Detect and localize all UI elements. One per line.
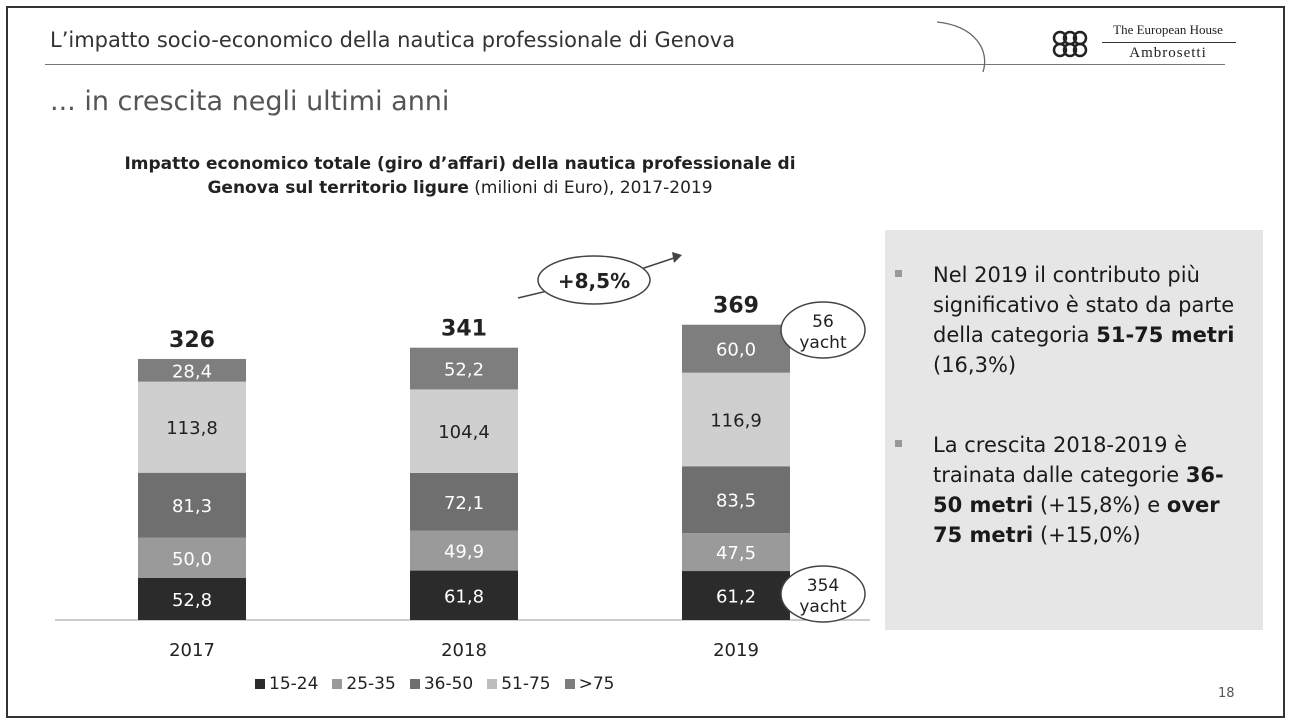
legend-label: 25-35 [346,674,396,694]
legend-label: >75 [578,674,615,694]
bullet-1-tail: (16,3%) [933,353,1017,377]
data-label: 52,2 [444,360,484,381]
header-title: L’impatto socio-economico della nautica … [50,28,736,52]
bar-segment [138,381,246,473]
legend-swatch [255,679,265,689]
bullet-2-bold2: over 75 metri [933,493,1220,547]
chart-title-line2-normal: (milioni di Euro), 2017-2019 [468,178,713,198]
data-label: 113,8 [166,418,218,439]
growth-ellipse [537,255,651,305]
bullet-2-tail: (+15,0%) [1033,523,1141,547]
legend-label: 51-75 [501,674,551,694]
slide-subtitle: ... in crescita negli ultimi anni [50,86,450,117]
data-label: 47,5 [716,543,756,564]
header-curve-decoration [936,21,986,73]
bar-segment [410,472,518,531]
chart-legend: 15-24 25-35 36-50 51-75 >75 [255,674,615,694]
data-label: 61,8 [444,586,484,607]
bullet-square-icon [895,440,902,447]
legend-item: 15-24 [255,674,318,694]
data-label: 72,1 [444,493,484,514]
logo-text-bottom: Ambrosetti [1129,45,1207,61]
x-tick-label: 2019 [713,640,759,661]
chart-title-line2-bold: Genova sul territorio ligure [207,178,469,198]
bar-segment [410,389,518,473]
data-label: 28,4 [172,361,212,382]
legend-swatch [487,679,498,689]
total-label: 369 [713,294,759,319]
logo: The European House Ambrosetti [1050,20,1240,70]
legend-swatch [332,679,343,689]
bullet-1-text: Nel 2019 il contributo più significativo… [933,263,1235,347]
bullet-square-icon [895,270,902,277]
bullet-2: La crescita 2018-2019 è trainata dalle c… [895,430,1247,550]
bar-segment [682,466,790,534]
logo-text-top: The European House [1113,22,1223,37]
bar-segment [138,577,246,620]
yacht-annotation-ellipse [780,301,866,359]
legend-item: 25-35 [332,674,396,694]
logo-rule [1102,42,1236,43]
x-tick-label: 2017 [169,640,215,661]
chart-title-line1: Impatto economico totale (giro d’affari)… [124,154,796,174]
data-label: 83,5 [716,491,756,512]
growth-label: +8,5% [558,269,630,293]
bullet-2-mid: (+15,8%) e [1033,493,1167,517]
data-label: 116,9 [710,410,762,431]
legend-item: 51-75 [487,674,551,694]
yacht-annotation-count: 354 [807,576,839,596]
legend-item: >75 [564,674,615,694]
bullet-1-bold: 51-75 metri [1096,323,1235,347]
data-label: 60,0 [716,340,756,361]
yacht-annotation-unit: yacht [799,597,847,617]
bar-segment [682,571,790,620]
bar-segment [682,324,790,373]
yacht-annotation-ellipse [780,565,866,623]
info-box: Nel 2019 il contributo più significativo… [885,230,1263,630]
page-number: 18 [1218,686,1235,701]
total-label: 341 [441,317,487,342]
legend-label: 15-24 [269,674,319,694]
header-divider [45,64,1225,65]
growth-arrow-line [637,255,681,271]
bullet-2-text: La crescita 2018-2019 è trainata dalle c… [933,433,1188,487]
total-label: 326 [169,328,215,353]
legend-swatch [564,679,575,689]
data-label: 104,4 [438,422,490,443]
ambrosetti-logo-icon [1052,30,1088,58]
data-label: 61,2 [716,587,756,608]
bar-segment [138,537,246,578]
data-label: 50,0 [172,549,212,570]
bar-segment [138,358,246,382]
data-label: 52,8 [172,590,212,611]
bullet-1: Nel 2019 il contributo più significativo… [895,260,1247,380]
bullet-2-bold: 36-50 metri [933,463,1224,517]
bar-segment [410,570,518,620]
legend-item: 36-50 [409,674,474,694]
x-tick-label: 2018 [441,640,487,661]
bar-segment [682,372,790,467]
yacht-annotation-count: 56 [812,312,834,332]
legend-swatch [409,679,420,689]
yacht-annotation-unit: yacht [799,333,847,353]
chart-title: Impatto economico totale (giro d’affari)… [60,152,860,200]
stacked-bar-chart: 52,8 50,0 81,3 113,8 28,4 326 2017 61,8 49,9 72,1… [55,252,870,661]
bar-segment [410,530,518,571]
legend-label: 36-50 [423,674,474,694]
bar-segment [410,347,518,390]
bar-segment [682,533,790,572]
bar-segment [138,472,246,538]
data-label: 81,3 [172,496,212,517]
data-label: 49,9 [444,542,484,563]
growth-arrow-head [672,252,682,263]
